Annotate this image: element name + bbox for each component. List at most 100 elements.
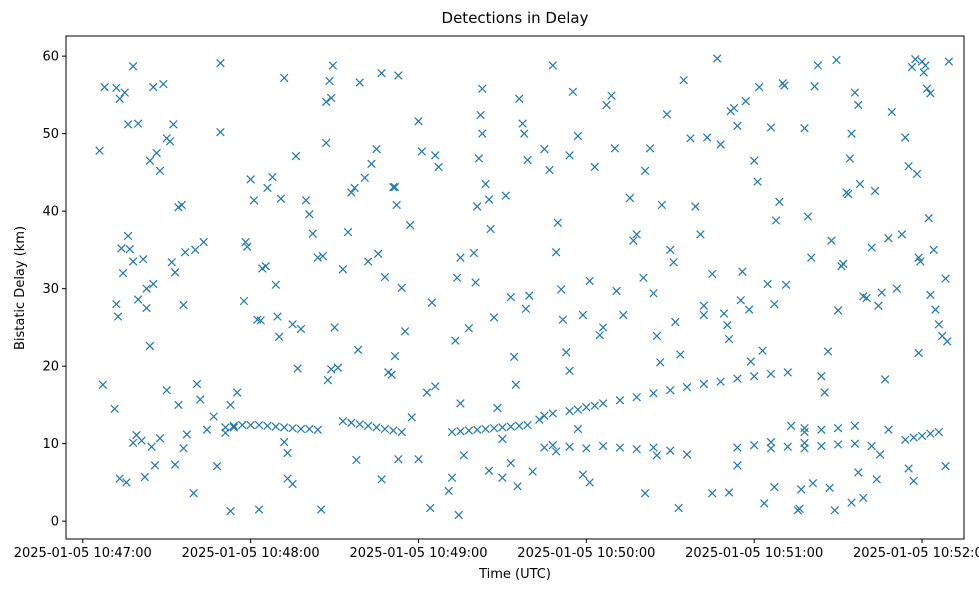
data-point bbox=[615, 396, 625, 405]
data-point bbox=[100, 82, 109, 92]
data-point bbox=[471, 278, 480, 287]
data-point bbox=[296, 424, 306, 434]
y-tick-label: 10 bbox=[42, 437, 59, 452]
data-point bbox=[313, 253, 322, 262]
data-point bbox=[209, 412, 218, 421]
data-point bbox=[911, 55, 920, 64]
data-point bbox=[464, 426, 474, 435]
data-point bbox=[305, 424, 314, 434]
data-point bbox=[540, 411, 549, 420]
data-point bbox=[551, 248, 561, 257]
data-point bbox=[308, 229, 317, 238]
data-point bbox=[122, 478, 131, 487]
data-point bbox=[155, 434, 165, 443]
data-point bbox=[296, 324, 306, 334]
data-point bbox=[850, 88, 860, 97]
x-tick-label: 2025-01-05 10:51:00 bbox=[685, 546, 823, 561]
data-point bbox=[456, 399, 465, 408]
data-point bbox=[610, 144, 620, 153]
data-point bbox=[392, 200, 401, 210]
data-point bbox=[243, 242, 252, 252]
data-point bbox=[162, 385, 171, 395]
data-point bbox=[414, 454, 423, 464]
data-point bbox=[655, 358, 665, 367]
data-point bbox=[827, 236, 836, 245]
data-point bbox=[321, 138, 331, 148]
data-point bbox=[573, 131, 583, 141]
data-point bbox=[573, 424, 583, 434]
data-point bbox=[919, 68, 928, 77]
data-point bbox=[145, 341, 155, 351]
data-point bbox=[749, 156, 759, 166]
data-point bbox=[155, 166, 165, 176]
data-point bbox=[877, 288, 886, 297]
data-point bbox=[373, 249, 383, 259]
marker-layer bbox=[95, 54, 954, 520]
data-point bbox=[511, 380, 521, 389]
data-point bbox=[343, 227, 353, 237]
data-point bbox=[177, 200, 187, 210]
data-point bbox=[855, 179, 865, 189]
data-point bbox=[431, 151, 440, 160]
data-point bbox=[226, 400, 235, 410]
data-point bbox=[724, 334, 734, 344]
data-point bbox=[887, 107, 897, 117]
data-point bbox=[582, 444, 591, 453]
data-point bbox=[321, 97, 331, 107]
plot-frame bbox=[65, 35, 965, 540]
data-point bbox=[117, 244, 126, 253]
data-point bbox=[870, 186, 880, 196]
data-point bbox=[912, 169, 922, 179]
x-tick-label: 2025-01-05 10:49:00 bbox=[349, 546, 487, 561]
y-tick-label: 50 bbox=[42, 127, 59, 142]
data-point bbox=[212, 461, 222, 471]
data-point bbox=[850, 421, 860, 431]
data-point bbox=[363, 257, 373, 266]
data-point bbox=[506, 292, 516, 302]
data-point bbox=[394, 454, 403, 464]
y-tick-label: 0 bbox=[51, 515, 59, 530]
data-point bbox=[493, 403, 502, 413]
data-point bbox=[708, 489, 717, 498]
data-point bbox=[360, 173, 369, 183]
data-point bbox=[766, 123, 776, 132]
data-point bbox=[914, 348, 923, 358]
data-point bbox=[414, 117, 423, 126]
data-point bbox=[133, 119, 143, 128]
data-point bbox=[523, 420, 532, 430]
data-point bbox=[817, 372, 826, 381]
data-point bbox=[770, 482, 779, 492]
data-point bbox=[434, 162, 443, 172]
data-point bbox=[478, 84, 487, 93]
data-point bbox=[120, 88, 129, 97]
data-point bbox=[548, 409, 557, 418]
data-point bbox=[565, 151, 574, 160]
data-point bbox=[506, 458, 516, 468]
data-point bbox=[649, 443, 658, 452]
data-point bbox=[478, 129, 487, 138]
data-point bbox=[796, 485, 806, 494]
data-point bbox=[182, 430, 192, 439]
data-point bbox=[323, 375, 333, 385]
data-point bbox=[268, 172, 277, 182]
data-point bbox=[585, 478, 594, 487]
data-point bbox=[239, 296, 249, 306]
data-point bbox=[880, 375, 890, 384]
data-point bbox=[867, 441, 876, 451]
data-point bbox=[138, 254, 148, 264]
data-point bbox=[649, 389, 658, 398]
data-point bbox=[800, 423, 809, 433]
data-point bbox=[263, 183, 272, 193]
data-point bbox=[489, 423, 499, 433]
data-point bbox=[128, 62, 138, 71]
data-point bbox=[760, 499, 769, 508]
data-point bbox=[509, 352, 519, 362]
data-point bbox=[405, 220, 415, 230]
data-point bbox=[716, 377, 725, 386]
data-point bbox=[897, 230, 907, 239]
y-tick-label: 60 bbox=[42, 50, 59, 65]
data-point bbox=[115, 474, 124, 483]
data-point bbox=[400, 327, 410, 336]
data-point bbox=[817, 441, 826, 451]
data-point bbox=[338, 265, 348, 274]
